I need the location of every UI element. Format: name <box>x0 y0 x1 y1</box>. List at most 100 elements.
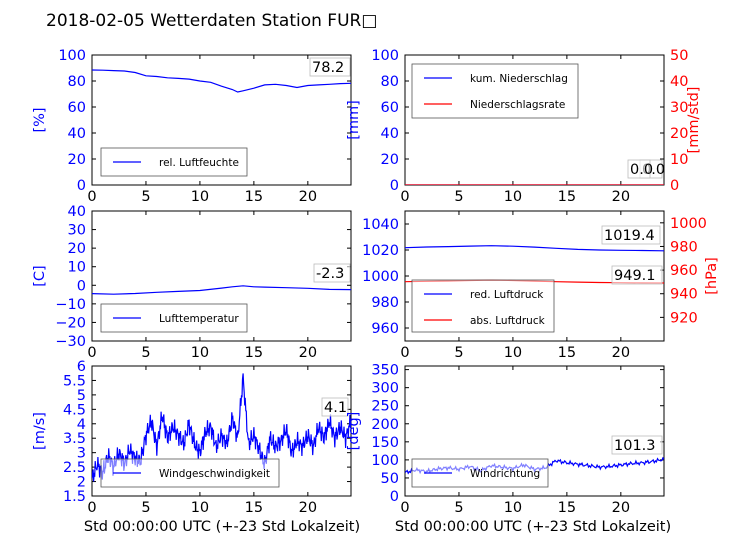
value-label-box <box>601 225 661 245</box>
x-tick-label: 10 <box>191 345 209 361</box>
value-label-box <box>321 397 349 417</box>
x-tick-label: 15 <box>245 500 263 516</box>
y-tick-label: 100 <box>371 48 399 64</box>
legend-label: Niederschlagsrate <box>470 99 565 111</box>
value-label: -2.3 <box>316 266 344 282</box>
y-tick-label: 80 <box>68 74 86 90</box>
y-tick-label: 1020 <box>362 243 399 259</box>
y-axis-label: [deg] <box>346 412 362 451</box>
panel-humidity: 0 5 10 15 20 0 20 40 60 80 100 [%] rel. Luftfeuchte 7… <box>32 48 352 205</box>
series-line-temperature-0 <box>92 285 351 295</box>
x-tick-label: 20 <box>299 189 317 205</box>
plot-frame <box>91 210 352 342</box>
value-label-box <box>611 435 663 455</box>
y-tick-label: 5 <box>77 388 86 404</box>
y-tick-label: 6 <box>77 359 86 375</box>
x-tick-label: 5 <box>141 189 150 205</box>
y-tick-label: 40 <box>68 204 86 220</box>
y-tick-label: 2 <box>77 475 86 491</box>
y2-axis-label: [hPa] <box>704 257 720 294</box>
y-axis-label: [%] <box>32 107 48 132</box>
y-tick-label: 20 <box>68 241 86 257</box>
plot-frame <box>91 365 352 497</box>
x-tick-label: 0 <box>87 345 96 361</box>
panel-winddirection: 0 5 10 15 20050100150200250300350[deg]Windri… <box>346 363 665 516</box>
x-tick-label: 10 <box>191 189 209 205</box>
y-tick-label: 200 <box>371 417 399 433</box>
y-tick-label: 40 <box>68 126 86 142</box>
y2-tick-label: 20 <box>670 126 688 142</box>
y-axis-label: [mm] <box>346 100 362 140</box>
x-tick-label: 10 <box>504 189 522 205</box>
x-tick-label: 5 <box>454 189 463 205</box>
x-tick-label: 15 <box>558 345 576 361</box>
value-label-box <box>313 263 351 283</box>
panel-precipitation: 0 5 10 15 20 0 20 40 60 80 100 0 10 20 30 40 50 [mm] [mm/s… <box>346 48 702 205</box>
x-tick-label: 15 <box>245 189 263 205</box>
y-tick-label: 3.5 <box>63 431 86 447</box>
y2-tick-label: 980 <box>670 239 698 255</box>
y-tick-label: 1.5 <box>63 489 86 505</box>
y2-tick-label: 30 <box>670 100 688 116</box>
value-label: 4.1 <box>324 400 347 416</box>
y-tick-label: 100 <box>58 48 86 64</box>
y-tick-label: −20 <box>55 315 86 331</box>
y-tick-label: 300 <box>371 381 399 397</box>
legend-label: kum. Niederschlag <box>470 73 568 85</box>
x-tick-label: 5 <box>454 500 463 516</box>
x-tick-label: 10 <box>191 500 209 516</box>
x-axis-label-right: Std 00:00:00 UTC (+-23 Std Lokalzeit) <box>395 519 671 535</box>
legend-label: Windgeschwindigkeit <box>159 468 270 480</box>
legend-box <box>411 63 579 119</box>
y2-tick-label: 1000 <box>670 216 707 232</box>
y-tick-label: 10 <box>68 260 86 276</box>
y-tick-label: 0 <box>390 178 399 194</box>
y-tick-label: 60 <box>381 100 399 116</box>
y-tick-label: 50 <box>381 471 399 487</box>
y2-tick-label: 10 <box>670 152 688 168</box>
legend-label: red. Luftdruck <box>470 289 544 301</box>
y-tick-label: 0 <box>77 278 86 294</box>
y-axis-label: [m/s] <box>32 412 48 450</box>
y2-tick-label: 920 <box>670 310 698 326</box>
y-tick-label: −30 <box>55 334 86 350</box>
y-tick-label: 40 <box>381 126 399 142</box>
value-label-box <box>627 159 651 179</box>
x-tick-label: 0 <box>400 189 409 205</box>
panel-windspeed: 0 5 10 15 201.522.533.544.555.56[m/s]Windges… <box>32 359 352 516</box>
x-tick-label: 5 <box>141 345 150 361</box>
x-tick-label: 15 <box>558 500 576 516</box>
legend-label: Windrichtung <box>470 468 540 480</box>
x-tick-label: 20 <box>299 500 317 516</box>
x-tick-label: 0 <box>87 500 96 516</box>
value-label: 1019.4 <box>604 228 655 244</box>
legend-label: rel. Luftfeuchte <box>159 157 239 169</box>
panel-pressure: 0 5 10 15 20 960 980 1000 1020 1040 920 940 960 980 10… <box>362 210 720 361</box>
plot-frame <box>404 365 665 497</box>
y-tick-label: 80 <box>381 74 399 90</box>
value-label: 0.0 <box>630 162 653 178</box>
y2-tick-label: 960 <box>670 263 698 279</box>
y-tick-label: 0 <box>390 489 399 505</box>
series-line-humidity-0 <box>92 69 351 93</box>
y-tick-label: 150 <box>371 435 399 451</box>
y-tick-label: 3 <box>77 446 86 462</box>
y2-tick-label: 940 <box>670 287 698 303</box>
x-tick-label: 0 <box>400 500 409 516</box>
x-tick-label: 15 <box>245 345 263 361</box>
x-tick-label: 20 <box>612 345 630 361</box>
x-tick-label: 10 <box>504 500 522 516</box>
x-tick-label: 0 <box>400 345 409 361</box>
value-label: 949.1 <box>614 268 656 284</box>
x-tick-label: 15 <box>558 189 576 205</box>
legend-box <box>411 279 555 333</box>
y-tick-label: 250 <box>371 399 399 415</box>
y2-tick-label: 0 <box>670 178 679 194</box>
y-tick-label: 980 <box>371 295 399 311</box>
y-tick-label: 20 <box>381 152 399 168</box>
y-tick-label: 1000 <box>362 269 399 285</box>
y-tick-label: 20 <box>68 152 86 168</box>
series-line-pressure-0 <box>405 245 664 252</box>
y-tick-label: 1040 <box>362 217 399 233</box>
